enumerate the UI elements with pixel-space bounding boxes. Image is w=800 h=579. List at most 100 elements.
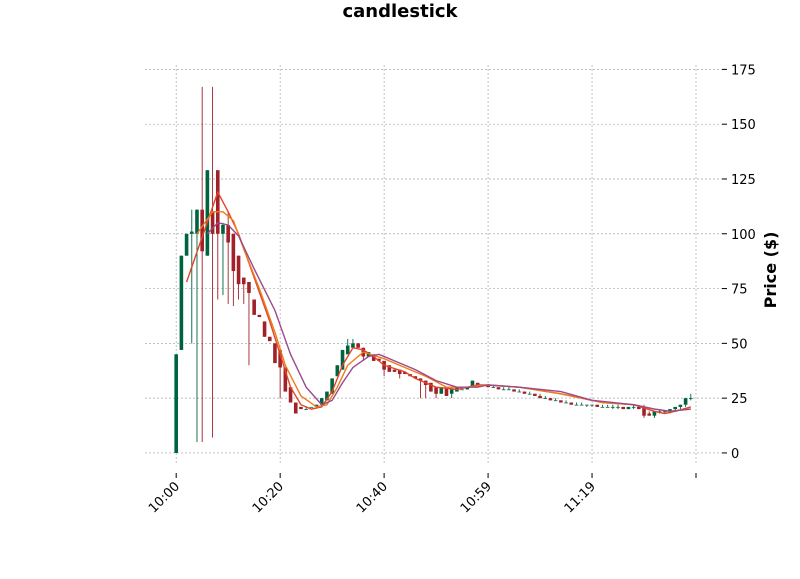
candle-body [330,378,334,394]
candle-body [174,354,178,453]
candle-body [179,255,184,350]
candle-body [590,404,594,406]
candle-body [356,343,360,348]
candle-body [652,411,657,416]
y-tick-label: 100 [731,228,756,243]
candle-body [621,406,626,410]
candle-body [278,349,282,368]
candle-body [512,389,516,392]
candle-body [605,406,610,408]
candle-body [241,277,246,285]
candle-body [247,281,251,293]
candle-body [309,406,314,408]
candle-body [616,406,620,408]
candle-body [585,404,589,406]
candle-body [371,354,376,361]
candle-body [314,404,319,407]
y-tick-label: 25 [731,392,748,407]
candle-body [486,385,490,388]
candle-body [403,371,407,375]
candle-body [418,378,423,381]
candle-body [631,406,636,408]
candle-body [600,406,605,408]
candle-body [548,398,553,401]
candle-body [340,349,345,370]
moving-average-line [185,190,692,415]
y-tick-label: 75 [731,283,748,298]
chart-title: candlestick [342,1,458,22]
candle-body [413,376,418,379]
candle-body [267,336,272,342]
candle-body [444,387,449,396]
candle-body [579,404,584,406]
candle-body [397,369,402,375]
candle-body [501,389,506,391]
candle-body [252,299,256,315]
moving-average-line [206,222,691,413]
candle-body [231,233,236,272]
candle-body [553,400,558,402]
candle-body [611,406,615,408]
candle-body [642,406,646,416]
candle-body [491,387,496,388]
candle-body [522,391,527,394]
candle-body [288,387,293,403]
candle-body [538,395,542,399]
candle-body [647,413,652,416]
x-tick-label: 11:19 [562,479,599,516]
candle-body [257,314,262,318]
candle-body [668,409,672,412]
candle-body [392,369,397,372]
candle-body [626,406,631,410]
y-tick-label: 0 [731,447,739,462]
candle-body [673,406,678,410]
candle-body [345,345,350,355]
candle-body [195,209,199,234]
candle-body [689,398,693,399]
candle-body [460,389,464,391]
candle-body [205,170,210,256]
candle-body [465,387,470,390]
candle-body [184,233,189,256]
candle-body [595,404,600,407]
candle-body [377,358,381,361]
y-axis-label: Price ($) [761,232,780,309]
candle-body [262,321,267,337]
y-tick-label: 125 [731,173,756,188]
x-tick-label: 10:20 [250,479,287,516]
candle-body [299,406,303,410]
candle-body [236,255,241,285]
candle-body [200,209,204,252]
candle-body [387,365,392,372]
candle-body [475,382,480,385]
moving-average-line [196,211,691,413]
candle-body [226,225,230,243]
candle-body [527,393,532,395]
candle-body [221,225,225,234]
candle-body [304,409,308,410]
y-tick-label: 150 [731,118,756,133]
candle-body [543,398,548,399]
candle-body [533,393,537,396]
x-tick-label: 10:40 [354,479,391,516]
y-tick-label: 50 [731,337,748,352]
candle-body [293,402,298,414]
candle-body [273,343,277,364]
candle-body [351,343,355,348]
candle-body [496,387,501,390]
candle-body [507,389,511,391]
candle-body [559,400,563,403]
candle-body [189,231,194,234]
candle-body [470,380,475,388]
candle-body [569,402,574,405]
candle-body [283,367,288,392]
candle-body [683,398,688,405]
candle-body [434,387,438,394]
x-tick-label: 10:00 [146,479,183,516]
candle-body [564,402,568,404]
x-tick-label: 10:59 [458,479,495,516]
candle-body [663,411,667,413]
candle-body [574,404,579,406]
